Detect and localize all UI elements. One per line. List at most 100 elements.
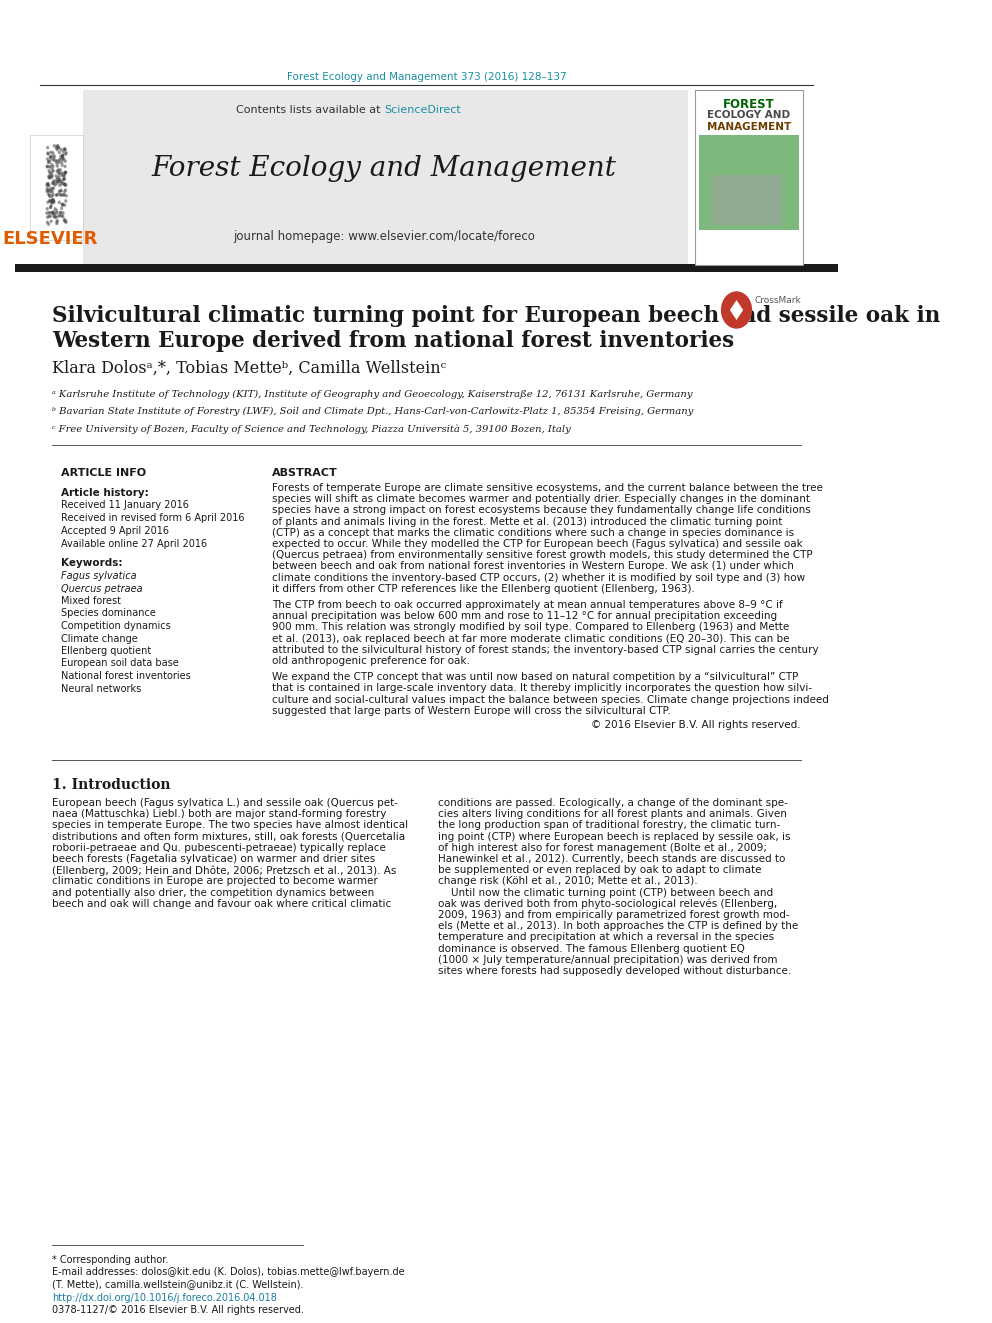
Circle shape xyxy=(50,156,52,159)
Circle shape xyxy=(63,175,65,177)
Text: ᵃ Karlsruhe Institute of Technology (KIT), Institute of Geography and Geoecology: ᵃ Karlsruhe Institute of Technology (KIT… xyxy=(53,390,693,400)
Circle shape xyxy=(51,196,53,197)
Circle shape xyxy=(55,175,57,177)
Circle shape xyxy=(58,169,60,171)
Circle shape xyxy=(61,214,62,217)
FancyBboxPatch shape xyxy=(83,90,688,265)
Circle shape xyxy=(59,151,61,153)
Text: * Corresponding author.: * Corresponding author. xyxy=(53,1256,169,1265)
Circle shape xyxy=(47,165,49,168)
Circle shape xyxy=(51,204,53,206)
Circle shape xyxy=(62,180,63,183)
Text: Silvicultural climatic turning point for European beech and sessile oak in: Silvicultural climatic turning point for… xyxy=(53,306,940,327)
Circle shape xyxy=(64,160,66,163)
Circle shape xyxy=(48,214,50,217)
Text: European beech (Fagus sylvatica L.) and sessile oak (Quercus pet-: European beech (Fagus sylvatica L.) and … xyxy=(53,798,399,808)
Text: The CTP from beech to oak occurred approximately at mean annual temperatures abo: The CTP from beech to oak occurred appro… xyxy=(272,601,783,610)
Text: journal homepage: www.elsevier.com/locate/foreco: journal homepage: www.elsevier.com/locat… xyxy=(233,230,535,243)
Circle shape xyxy=(61,208,62,209)
Text: Neural networks: Neural networks xyxy=(61,684,141,693)
Text: Article history:: Article history: xyxy=(61,488,149,497)
Text: (Ellenberg, 2009; Hein and Dhôte, 2006; Pretzsch et al., 2013). As: (Ellenberg, 2009; Hein and Dhôte, 2006; … xyxy=(53,865,397,876)
Circle shape xyxy=(62,157,63,160)
Text: Competition dynamics: Competition dynamics xyxy=(61,620,171,631)
Circle shape xyxy=(56,183,58,184)
Circle shape xyxy=(63,177,65,180)
Circle shape xyxy=(64,171,66,173)
Circle shape xyxy=(57,148,59,151)
Circle shape xyxy=(56,146,58,147)
Text: Available online 27 April 2016: Available online 27 April 2016 xyxy=(61,538,207,549)
Circle shape xyxy=(53,159,55,161)
Circle shape xyxy=(56,179,58,181)
Circle shape xyxy=(65,194,67,197)
Circle shape xyxy=(58,214,60,217)
Circle shape xyxy=(49,160,51,161)
Circle shape xyxy=(55,180,57,183)
Circle shape xyxy=(57,180,59,183)
Text: culture and social-cultural values impact the balance between species. Climate c: culture and social-cultural values impac… xyxy=(272,695,829,705)
Circle shape xyxy=(56,209,58,212)
Circle shape xyxy=(52,181,54,184)
Text: Fagus sylvatica: Fagus sylvatica xyxy=(61,572,136,581)
Circle shape xyxy=(52,200,54,202)
Circle shape xyxy=(47,184,49,187)
Circle shape xyxy=(64,171,66,173)
Circle shape xyxy=(56,216,58,218)
Text: Klara Dolosᵃ,*, Tobias Metteᵇ, Camilla Wellsteinᶜ: Klara Dolosᵃ,*, Tobias Metteᵇ, Camilla W… xyxy=(53,360,446,377)
Circle shape xyxy=(59,179,61,181)
Circle shape xyxy=(49,177,51,179)
Circle shape xyxy=(48,183,50,185)
Circle shape xyxy=(48,184,50,187)
Circle shape xyxy=(62,193,64,196)
Text: ᶜ Free University of Bozen, Faculty of Science and Technology, Piazza Università: ᶜ Free University of Bozen, Faculty of S… xyxy=(53,423,571,434)
Text: (Quercus petraea) from environmentally sensitive forest growth models, this stud: (Quercus petraea) from environmentally s… xyxy=(272,550,812,560)
Text: Forest Ecology and Management 373 (2016) 128–137: Forest Ecology and Management 373 (2016)… xyxy=(287,71,566,82)
Text: climate conditions the inventory-based CTP occurs, (2) whether it is modified by: climate conditions the inventory-based C… xyxy=(272,573,806,582)
Circle shape xyxy=(46,184,48,187)
Text: sites where forests had supposedly developed without disturbance.: sites where forests had supposedly devel… xyxy=(438,966,792,976)
Circle shape xyxy=(57,177,59,179)
Circle shape xyxy=(51,189,53,192)
Text: ARTICLE INFO: ARTICLE INFO xyxy=(61,468,146,478)
Circle shape xyxy=(59,159,61,161)
Circle shape xyxy=(53,200,55,202)
Text: ECOLOGY AND: ECOLOGY AND xyxy=(707,110,791,120)
Text: Accepted 9 April 2016: Accepted 9 April 2016 xyxy=(61,527,169,536)
Circle shape xyxy=(55,184,57,187)
Circle shape xyxy=(56,147,58,149)
Text: Ellenberg quotient: Ellenberg quotient xyxy=(61,646,151,656)
Circle shape xyxy=(64,148,66,151)
Text: attributed to the silvicultural history of forest stands; the inventory-based CT: attributed to the silvicultural history … xyxy=(272,644,818,655)
Text: Western Europe derived from national forest inventories: Western Europe derived from national for… xyxy=(53,329,734,352)
Circle shape xyxy=(47,152,49,155)
Circle shape xyxy=(52,187,54,189)
Circle shape xyxy=(62,194,64,196)
Text: that is contained in large-scale inventory data. It thereby implicitly incorpora: that is contained in large-scale invento… xyxy=(272,684,812,693)
Circle shape xyxy=(55,216,57,218)
Circle shape xyxy=(53,198,55,201)
Circle shape xyxy=(61,161,62,164)
Text: European soil data base: European soil data base xyxy=(61,659,179,668)
Text: (T. Mette), camilla.wellstein@unibz.it (C. Wellstein).: (T. Mette), camilla.wellstein@unibz.it (… xyxy=(53,1279,304,1289)
Circle shape xyxy=(63,183,65,185)
Circle shape xyxy=(53,212,55,214)
Circle shape xyxy=(50,151,52,153)
Circle shape xyxy=(54,216,56,218)
Circle shape xyxy=(46,212,48,214)
Circle shape xyxy=(59,191,61,193)
Circle shape xyxy=(63,175,65,176)
Text: Received in revised form 6 April 2016: Received in revised form 6 April 2016 xyxy=(61,513,244,523)
Circle shape xyxy=(52,181,54,184)
Text: climatic conditions in Europe are projected to become warmer: climatic conditions in Europe are projec… xyxy=(53,876,378,886)
Circle shape xyxy=(59,179,61,180)
Circle shape xyxy=(60,157,62,160)
Circle shape xyxy=(63,177,65,180)
Text: Contents lists available at: Contents lists available at xyxy=(236,105,384,115)
Circle shape xyxy=(61,189,62,192)
Circle shape xyxy=(58,180,60,183)
Text: ing point (CTP) where European beech is replaced by sessile oak, is: ing point (CTP) where European beech is … xyxy=(438,832,791,841)
Circle shape xyxy=(59,184,61,187)
Circle shape xyxy=(48,224,50,225)
Circle shape xyxy=(61,148,62,151)
